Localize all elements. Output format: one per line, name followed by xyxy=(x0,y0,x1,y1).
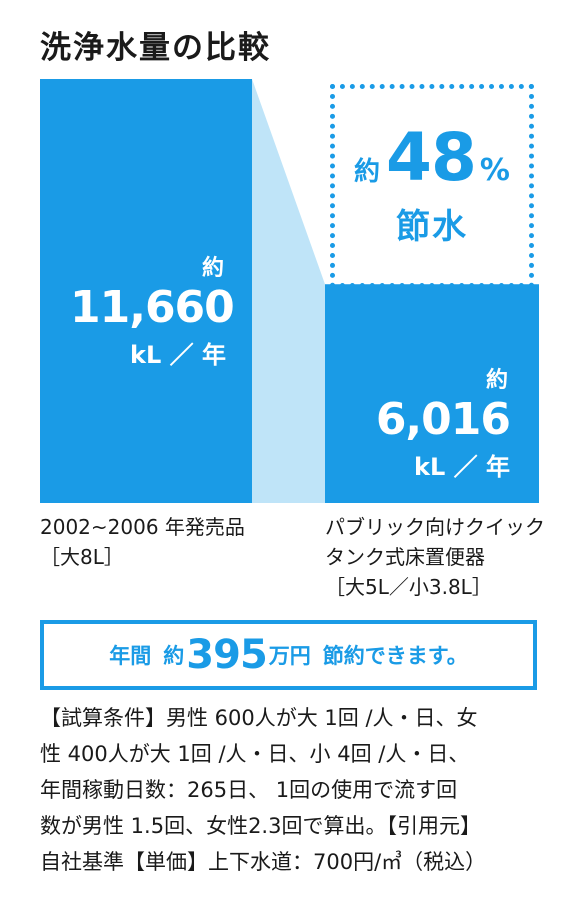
banner-part4: 節約できます。 xyxy=(322,644,468,668)
banner-part1: 年間 xyxy=(109,644,152,668)
savings-callout: 約 48 % 節水 xyxy=(330,84,534,288)
bar-label-old-unit: kL ／ 年 xyxy=(130,341,226,369)
bar-label-old-value: 11,660 xyxy=(70,282,235,333)
notes-line2: 性 400人が大 1回 /人・日、小 4回 /人・日、 xyxy=(40,742,470,766)
bar-new xyxy=(325,284,539,503)
bar-label-new-unit: kL ／ 年 xyxy=(414,453,510,481)
savings-percent: 48 xyxy=(386,118,477,196)
notes-line4: 数が男性 1.5回、女性2.3回で算出。【引用元】 xyxy=(40,814,481,838)
category-label-old: 2002~2006 年発売品 ［大8L］ xyxy=(40,512,245,572)
notes-line3: 年間稼動日数：265日、 1回の使用で流す回 xyxy=(40,778,458,802)
category-label-new-line2: タンク式床置便器 xyxy=(325,545,485,569)
category-label-new-line3: ［大5L／小3.8L］ xyxy=(325,575,492,599)
savings-percent-sign: % xyxy=(479,152,510,188)
category-label-old-line1: 2002~2006 年発売品 xyxy=(40,515,245,539)
bar-label-old: 約11,660 kL ／ 年 xyxy=(70,250,235,370)
bar-label-new-value: 6,016 xyxy=(375,394,511,445)
bar-label-new: 約6,016 kL ／ 年 xyxy=(360,362,511,482)
category-label-new: パブリック向けクイック タンク式床置便器 ［大5L／小3.8L］ xyxy=(325,512,545,602)
bar-label-old-prefix: 約 xyxy=(201,256,224,281)
bar-connector xyxy=(252,79,325,503)
banner-amount: 395 xyxy=(186,632,267,678)
bar-old xyxy=(40,79,252,503)
savings-prefix: 約 xyxy=(354,156,381,187)
notes-line1: 【試算条件】男性 600人が大 1回 /人・日、女 xyxy=(40,706,478,730)
category-label-new-line1: パブリック向けクイック xyxy=(325,515,545,539)
category-label-old-line2: ［大8L］ xyxy=(40,545,124,569)
chart-title: 洗浄水量の比較 xyxy=(40,30,271,66)
savings-banner: 年間 約 395 万円 節約できます。 xyxy=(40,620,537,690)
calculation-notes: 【試算条件】男性 600人が大 1回 /人・日、女 性 400人が大 1回 /人… xyxy=(40,700,550,880)
notes-line5: 自社基準【単価】上下水道：700円/㎥（税込） xyxy=(40,850,487,874)
banner-part3: 万円 xyxy=(268,644,311,668)
bar-label-new-prefix: 約 xyxy=(485,368,508,393)
savings-word: 節水 xyxy=(396,206,468,247)
banner-part2: 約 xyxy=(163,644,185,668)
